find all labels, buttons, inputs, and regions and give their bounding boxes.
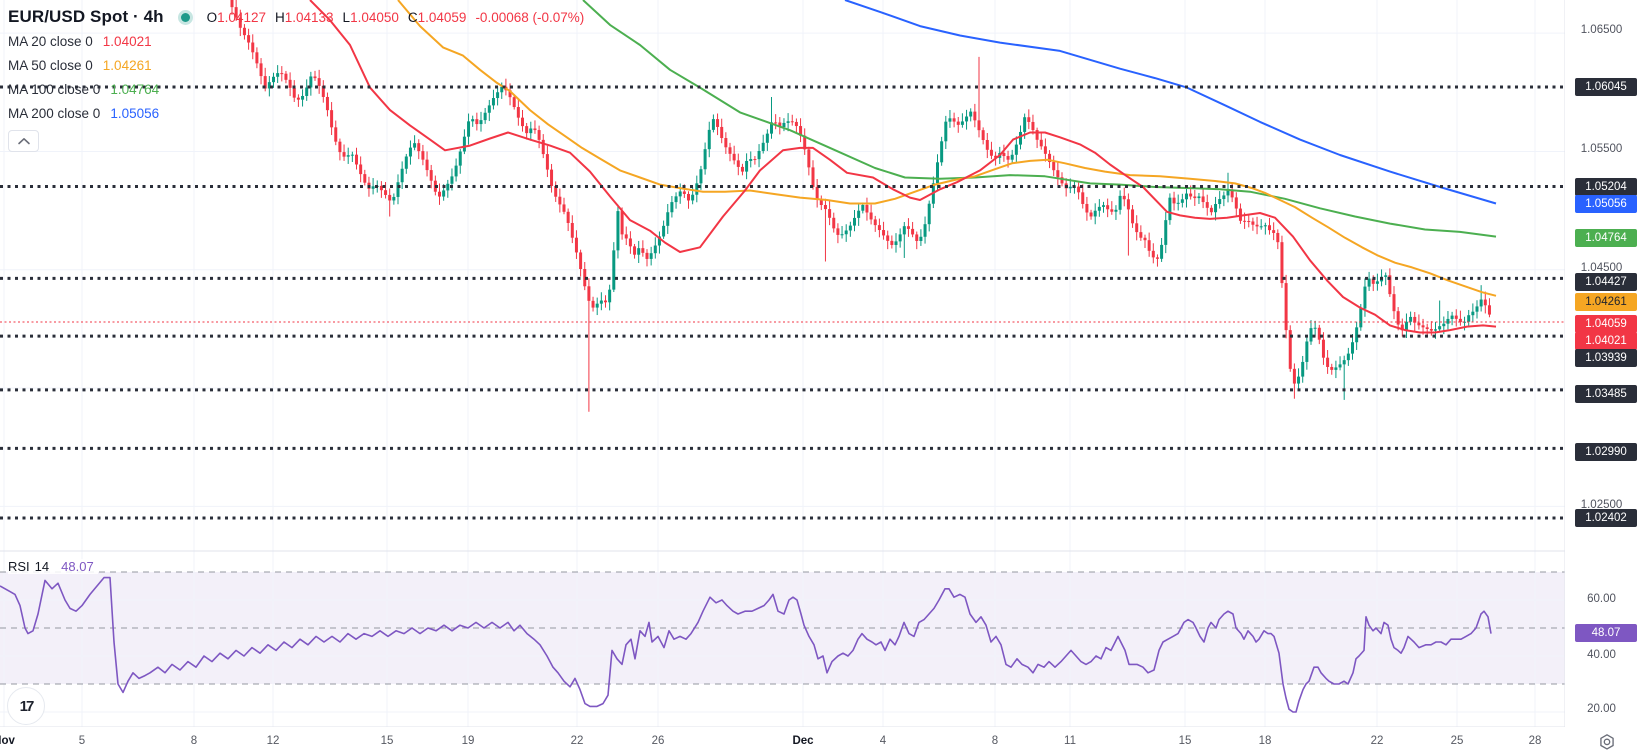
ohlc-close: C1.04059: [407, 9, 467, 25]
time-tick: 26: [651, 735, 665, 747]
rsi-period: 14: [34, 559, 50, 574]
ohlc-high: H1.04133: [274, 9, 334, 25]
ohlc-open: O1.04127: [206, 9, 266, 25]
chevron-up-icon: [17, 137, 30, 145]
price-badge: 1.06045: [1575, 78, 1637, 96]
time-tick: Nov: [0, 735, 15, 747]
indicator-ma50[interactable]: MA 50 close 0 1.04261: [8, 57, 152, 73]
rsi-legend[interactable]: RSI 14 48.07: [8, 559, 98, 574]
rsi-line: [0, 576, 1492, 713]
ma100-value: 1.04764: [110, 81, 160, 97]
price-axis[interactable]: 1.06500 1.05500 1.04500 1.02500 1.06045 1.052…: [1565, 0, 1638, 727]
price-badge: 1.04261: [1575, 293, 1637, 311]
price-tick: 1.02500: [1580, 499, 1623, 511]
time-tick: 18: [1258, 735, 1272, 747]
rsi-name: RSI: [8, 559, 30, 574]
collapse-legend-button[interactable]: [8, 130, 39, 152]
time-tick: 19: [461, 735, 475, 747]
price-badge: 1.03485: [1575, 385, 1637, 403]
price-badge: 1.02402: [1575, 509, 1637, 527]
time-tick: 15: [1178, 735, 1192, 747]
price-badge: 1.04427: [1575, 273, 1637, 291]
price-badge: 1.05204: [1575, 178, 1637, 196]
time-tick: 22: [570, 735, 584, 747]
indicator-ma100[interactable]: MA 100 close 0 1.04764: [8, 81, 160, 97]
price-tick: 1.06500: [1580, 24, 1623, 36]
time-tick: 22: [1370, 735, 1384, 747]
ohlc-low: L1.04050: [342, 9, 399, 25]
price-tick: 1.05500: [1580, 143, 1623, 155]
symbol-title[interactable]: EUR/USD Spot · 4h: [8, 7, 164, 26]
timezone-settings-button[interactable]: [1598, 733, 1616, 751]
time-tick: 15: [380, 735, 394, 747]
gear-icon: [1600, 734, 1614, 750]
ma20-value: 1.04021: [102, 33, 152, 49]
indicator-ma20[interactable]: MA 20 close 0 1.04021: [8, 33, 152, 49]
rsi-tick: 40.00: [1587, 649, 1616, 661]
ohlc-row: O1.04127 H1.04133 L1.04050 C1.04059 -0.0…: [207, 10, 585, 25]
time-tick: 12: [266, 735, 280, 747]
ma-line-ma-50: [397, 0, 1497, 297]
ohlc-change: -0.00068 (-0.07%): [475, 9, 585, 25]
rsi-tick: 20.00: [1587, 703, 1616, 715]
legend: EUR/USD Spot · 4h O1.04127 H1.04133 L1.0…: [8, 5, 584, 152]
time-tick: Dec: [792, 735, 814, 747]
price-badge: 1.05056: [1575, 195, 1637, 213]
price-badge: 1.02990: [1575, 443, 1637, 461]
rsi-tick: 60.00: [1587, 593, 1616, 605]
time-tick: 25: [1450, 735, 1464, 747]
rsi-value-badge: 48.07: [1575, 624, 1637, 642]
ma200-value: 1.05056: [110, 105, 160, 121]
time-tick: 5: [78, 735, 86, 747]
price-badge: 1.04059: [1575, 315, 1637, 333]
ma-line-ma-200: [844, 0, 1497, 205]
price-tick: 1.04500: [1580, 262, 1623, 274]
time-axis[interactable]: Nov 5 8 12 15 19 22 26 Dec 4 8 11 15 18 22 25 28: [0, 727, 1638, 756]
indicator-ma200[interactable]: MA 200 close 0 1.05056: [8, 105, 160, 121]
ma-line-ma-100: [582, 0, 1497, 238]
gridlines: [0, 0, 1565, 727]
ma50-value: 1.04261: [102, 57, 152, 73]
tradingview-logo-glyph: 17: [19, 697, 35, 715]
tradingview-logo[interactable]: 17: [7, 687, 45, 725]
rsi-value: 48.07: [61, 559, 94, 574]
time-tick: 8: [190, 735, 198, 747]
price-badge: 1.04764: [1575, 229, 1637, 247]
time-tick: 28: [1528, 735, 1542, 747]
time-tick: 11: [1064, 735, 1076, 747]
price-badge: 1.03939: [1575, 349, 1637, 367]
price-badge: 1.04021: [1575, 332, 1637, 350]
time-tick: 8: [991, 735, 999, 747]
time-tick: 4: [879, 735, 887, 747]
ma-line-ma-20: [309, 0, 1497, 334]
market-status-icon[interactable]: [177, 9, 193, 25]
candles: [230, 0, 1491, 412]
